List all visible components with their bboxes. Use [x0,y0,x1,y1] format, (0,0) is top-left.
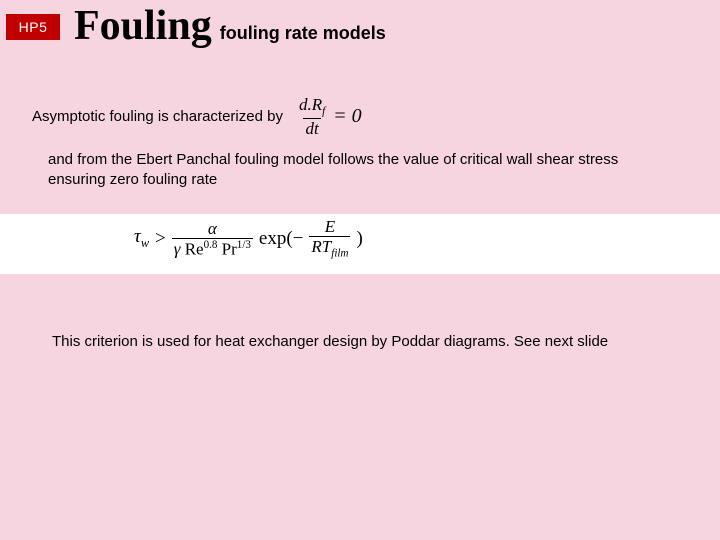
eq2-re: Re [185,240,204,259]
equation-drdt: d.Rf dt = 0 [297,96,362,137]
eq1-den: dt [303,118,320,137]
eq2-gt: > [155,228,166,250]
title-row: Fouling fouling rate models [74,2,386,50]
eq1-num-sub: f [322,105,325,117]
eq2-pr-sup: 1/3 [237,239,251,251]
equation-tau: τw > α γ Re0.8 Pr1/3 exp(− E RTfilm ) [134,218,363,259]
eq2-tau: τ [134,226,141,247]
slide-badge: HP5 [6,14,60,40]
eq1-num-prefix: d.R [299,95,322,114]
eq2-f1-num: α [206,220,219,238]
eq2-f2-num: E [323,218,337,236]
line1-text: Asymptotic fouling is characterized by [32,108,283,125]
eq1-rhs: = 0 [333,105,362,128]
title-sub: fouling rate models [220,23,386,44]
frac-drdt: d.Rf dt [297,96,327,137]
eq2-re-sup: 0.8 [204,239,218,251]
eq2-f1-den-prefix: γ [174,240,185,259]
eq2-exp: exp(− [259,228,303,250]
eq2-frac2: E RTfilm [309,218,350,259]
line-criterion: This criterion is used for heat exchange… [52,332,660,352]
eq2-pr: Pr [222,240,237,259]
eq2-frac1: α γ Re0.8 Pr1/3 [172,220,253,258]
line-asymptotic: Asymptotic fouling is characterized by d… [32,96,362,137]
line-ebert: and from the Ebert Panchal fouling model… [48,150,672,191]
eq2-f2-den-prefix: RT [311,237,331,256]
eq2-f2-den-sub: film [331,247,348,259]
eq2-close: ) [356,228,362,250]
eq2-tau-sub: w [141,236,149,250]
title-main: Fouling [74,2,212,50]
